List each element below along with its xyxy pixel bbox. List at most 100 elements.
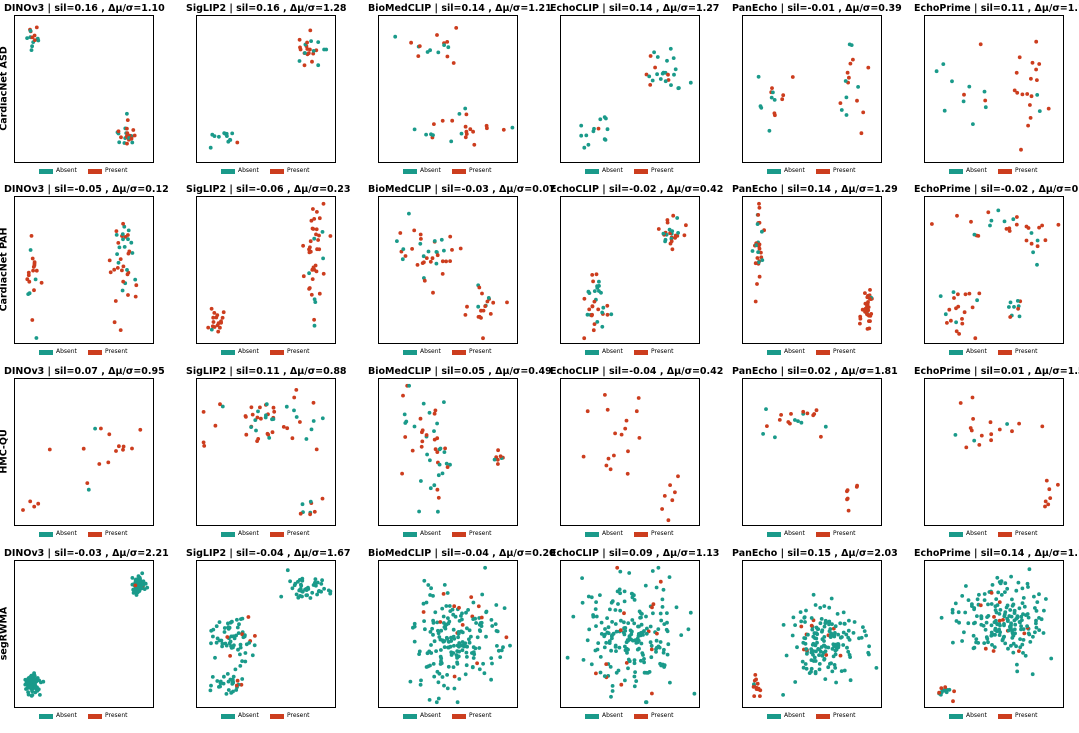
present-point — [435, 436, 440, 441]
present-point — [292, 395, 297, 400]
absent-point — [240, 659, 244, 663]
legend-label-present: Present — [469, 530, 492, 537]
absent-point — [830, 669, 835, 674]
absent-point — [447, 619, 452, 624]
absent-point — [828, 633, 833, 638]
absent-point — [623, 678, 627, 683]
legend-label-present: Present — [1015, 348, 1038, 355]
legend-label-present: Present — [651, 348, 674, 355]
absent-point — [421, 401, 426, 406]
absent-point — [240, 677, 245, 681]
present-point — [846, 508, 851, 513]
absent-point — [661, 231, 666, 236]
absent-point — [1033, 606, 1037, 610]
present-point — [788, 421, 792, 426]
absent-point — [436, 628, 440, 633]
panel-title: PanEcho | sil=-0.01 , Δμ/σ=0.39 — [732, 3, 902, 14]
absent-point — [667, 575, 672, 579]
present-point — [757, 201, 761, 206]
absent-point — [995, 575, 1000, 580]
absent-point — [972, 607, 976, 612]
absent-point — [1011, 641, 1016, 646]
scatter-panel — [924, 378, 1064, 526]
present-point — [634, 409, 639, 414]
legend: Absent Present — [919, 712, 1069, 722]
absent-point — [934, 69, 939, 74]
present-point — [239, 682, 244, 687]
absent-point — [431, 662, 436, 666]
present-point — [964, 445, 969, 450]
present-point — [845, 489, 849, 494]
absent-point — [847, 618, 851, 623]
present-point — [1029, 76, 1033, 81]
absent-point — [238, 664, 243, 668]
present-point — [441, 592, 446, 596]
absent-point — [995, 603, 1000, 607]
present-point — [669, 239, 674, 244]
absent-point — [1011, 650, 1016, 655]
present-point — [121, 444, 126, 449]
absent-point — [1009, 643, 1013, 648]
present-point — [265, 431, 270, 436]
absent-point — [767, 128, 772, 133]
absent-point — [602, 137, 607, 142]
present-point — [433, 408, 438, 413]
legend-label-absent: Absent — [966, 530, 987, 537]
absent-point — [130, 251, 135, 255]
absent-point — [28, 29, 33, 33]
absent-point — [1010, 603, 1015, 608]
absent-point — [750, 249, 755, 253]
absent-point — [839, 669, 844, 673]
absent-point — [804, 647, 809, 651]
absent-point — [498, 655, 503, 659]
present-point — [752, 678, 757, 683]
present-point — [1028, 116, 1033, 120]
absent-point — [1025, 581, 1030, 586]
absent-point — [319, 582, 324, 586]
absent-point — [460, 648, 465, 653]
absent-point — [27, 681, 31, 686]
present-point — [419, 237, 423, 241]
present-point — [36, 501, 41, 506]
absent-point — [605, 127, 610, 132]
absent-point — [803, 620, 807, 624]
present-point — [1019, 147, 1023, 152]
absent-point — [243, 651, 248, 655]
absent-point — [633, 670, 637, 674]
absent-point — [619, 618, 623, 623]
present-point — [1026, 123, 1030, 128]
legend-label-absent: Absent — [784, 167, 805, 174]
panel-title: SigLIP2 | sil=-0.06 , Δμ/σ=0.23 — [186, 184, 351, 195]
absent-point — [676, 231, 680, 235]
absent-point — [861, 625, 865, 629]
present-point — [316, 238, 320, 242]
absent-point — [802, 615, 807, 620]
legend-swatch-absent — [403, 532, 417, 537]
absent-point — [627, 571, 632, 575]
absent-point — [810, 642, 815, 647]
present-point — [991, 649, 996, 653]
absent-point — [784, 653, 789, 658]
absent-point — [606, 631, 611, 636]
absent-point — [761, 432, 765, 436]
scatter-svg — [201, 388, 325, 517]
present-point — [228, 654, 232, 658]
absent-point — [449, 639, 454, 643]
present-point — [605, 312, 610, 317]
legend-swatch-present — [452, 350, 466, 355]
absent-point — [639, 658, 643, 663]
absent-point — [451, 665, 456, 669]
absent-point — [1019, 614, 1024, 619]
present-point — [937, 690, 941, 695]
scatter-panel — [742, 15, 882, 163]
legend: Absent Present — [191, 712, 341, 722]
absent-point — [211, 634, 215, 639]
absent-point — [312, 297, 317, 302]
scatter-panel — [560, 560, 700, 708]
absent-point — [233, 667, 238, 672]
absent-point — [644, 631, 649, 636]
absent-point — [994, 618, 998, 623]
absent-point — [635, 636, 640, 641]
absent-point — [229, 634, 234, 639]
